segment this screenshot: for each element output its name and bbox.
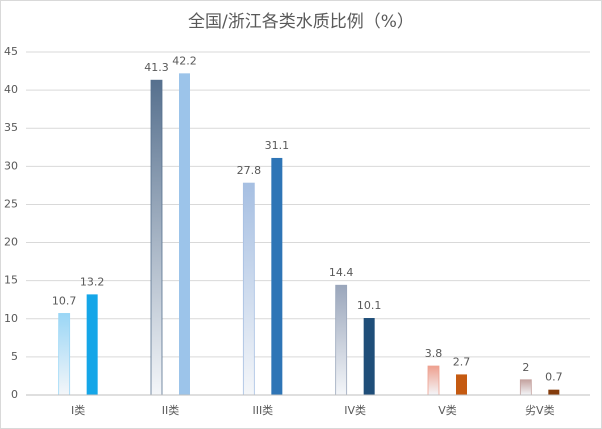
value-label: 2 [522, 361, 529, 374]
x-tick-label: III类 [252, 403, 273, 417]
bar [456, 374, 467, 395]
value-label: 14.4 [329, 266, 354, 279]
x-tick-label: I类 [71, 403, 85, 417]
bar [335, 284, 348, 396]
value-label: 10.1 [357, 299, 382, 312]
value-label: 0.7 [545, 371, 563, 384]
bar [86, 294, 98, 395]
y-tick-label: 10 [4, 312, 18, 325]
bar [271, 157, 283, 395]
bar [150, 79, 163, 396]
y-tick-label: 5 [11, 350, 18, 363]
bar [58, 313, 71, 396]
value-label: 27.8 [237, 164, 262, 177]
value-label: 13.2 [80, 275, 105, 288]
value-label: 42.2 [172, 54, 197, 67]
y-tick-label: 35 [4, 121, 18, 134]
value-label: 31.1 [265, 139, 290, 152]
y-tick-label: 15 [4, 274, 18, 287]
y-tick-label: 40 [4, 83, 18, 96]
value-label: 2.7 [453, 355, 471, 368]
value-label: 10.7 [52, 294, 77, 307]
x-tick-label: 劣V类 [525, 403, 555, 417]
x-tick-label: V类 [438, 403, 457, 417]
x-tick-label: IV类 [344, 403, 366, 417]
value-label: 41.3 [144, 61, 169, 74]
bar [519, 379, 532, 396]
y-tick-label: 30 [4, 159, 18, 172]
x-tick-label: II类 [162, 403, 180, 417]
bar [179, 73, 190, 395]
y-tick-label: 25 [4, 197, 18, 210]
bar [427, 365, 440, 396]
y-tick-label: 20 [4, 236, 18, 249]
bar [548, 389, 560, 395]
bar [242, 182, 255, 396]
bar [363, 318, 375, 395]
y-tick-label: 0 [11, 388, 18, 401]
y-tick-label: 45 [4, 45, 18, 58]
chart-title: 全国/浙江各类水质比例（%） [188, 12, 414, 32]
value-label: 3.8 [425, 347, 443, 360]
